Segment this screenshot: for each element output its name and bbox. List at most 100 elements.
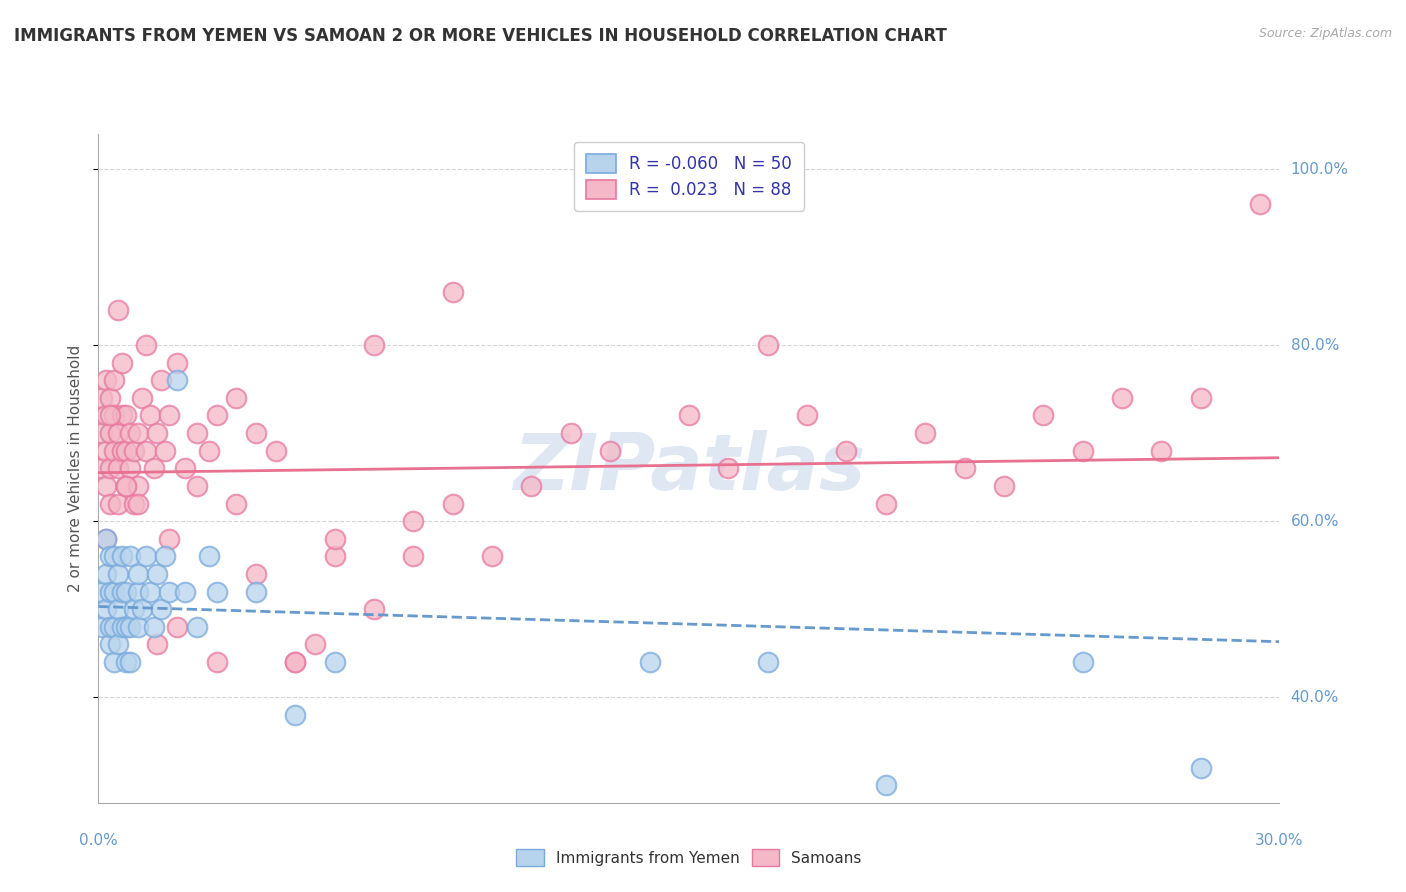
Point (835, 443, 858, 458)
Point (96, 566, 118, 581)
Point (103, 584, 125, 599)
Point (197, 443, 219, 458)
Point (138, 584, 160, 599)
Point (115, 620, 138, 634)
Point (166, 373, 188, 387)
Point (914, 426, 936, 441)
Point (1150, 443, 1173, 458)
Point (127, 566, 149, 581)
Point (225, 391, 247, 405)
Point (115, 479, 138, 493)
Point (157, 584, 180, 599)
Point (107, 602, 129, 616)
Point (1071, 443, 1094, 458)
Point (678, 409, 700, 423)
Point (150, 373, 173, 387)
Point (96, 443, 118, 458)
Point (115, 655, 138, 669)
Point (91, 426, 114, 441)
Point (135, 549, 157, 564)
Point (245, 566, 267, 581)
Text: 80.0%: 80.0% (1291, 337, 1339, 352)
Point (91, 461, 114, 475)
Point (157, 532, 180, 546)
Point (127, 426, 149, 441)
Point (481, 549, 503, 564)
Point (135, 338, 157, 352)
Point (638, 655, 661, 669)
Point (402, 514, 425, 528)
Point (103, 373, 125, 387)
Point (1032, 409, 1054, 423)
Point (146, 426, 169, 441)
Point (186, 479, 208, 493)
Text: 60.0%: 60.0% (1291, 514, 1339, 529)
Point (118, 655, 141, 669)
Point (107, 426, 129, 441)
Point (103, 409, 125, 423)
Point (98, 584, 121, 599)
Point (174, 461, 197, 475)
Text: IMMIGRANTS FROM YEMEN VS SAMOAN 2 OR MORE VEHICLES IN HOUSEHOLD CORRELATION CHAR: IMMIGRANTS FROM YEMEN VS SAMOAN 2 OR MOR… (14, 27, 946, 45)
Point (323, 549, 346, 564)
Point (127, 496, 149, 510)
Point (135, 443, 157, 458)
Point (127, 584, 149, 599)
Text: ZIPatlas: ZIPatlas (513, 430, 865, 507)
Point (953, 461, 976, 475)
Point (98, 620, 121, 634)
Point (599, 443, 621, 458)
Point (155, 443, 177, 458)
Point (111, 409, 134, 423)
Point (127, 620, 149, 634)
Point (103, 549, 125, 564)
Point (107, 566, 129, 581)
Point (98, 637, 121, 651)
Point (441, 285, 464, 300)
Point (756, 655, 779, 669)
Point (96, 409, 118, 423)
Point (118, 461, 141, 475)
Point (98, 426, 121, 441)
Text: 30.0%: 30.0% (1256, 833, 1303, 848)
Point (96, 532, 118, 546)
Point (717, 461, 740, 475)
Point (118, 549, 141, 564)
Point (155, 549, 177, 564)
Point (174, 584, 197, 599)
Point (96, 602, 118, 616)
Point (560, 426, 582, 441)
Point (111, 549, 134, 564)
Point (1189, 391, 1212, 405)
Point (131, 602, 153, 616)
Point (131, 391, 153, 405)
Point (142, 620, 165, 634)
Point (142, 461, 165, 475)
Point (205, 409, 228, 423)
Point (245, 584, 267, 599)
Point (402, 549, 425, 564)
Point (98, 461, 121, 475)
Point (103, 655, 125, 669)
Point (264, 443, 287, 458)
Point (96, 373, 118, 387)
Point (323, 532, 346, 546)
Point (107, 496, 129, 510)
Point (115, 409, 138, 423)
Point (186, 426, 208, 441)
Point (205, 584, 228, 599)
Point (115, 584, 138, 599)
Point (875, 778, 897, 792)
Point (111, 443, 134, 458)
Point (166, 620, 188, 634)
Point (138, 409, 160, 423)
Text: 0.0%: 0.0% (79, 833, 118, 848)
Point (98, 391, 121, 405)
Point (103, 620, 125, 634)
Point (146, 566, 169, 581)
Point (304, 637, 326, 651)
Point (284, 655, 307, 669)
Point (115, 479, 138, 493)
Point (127, 479, 149, 493)
Point (875, 496, 897, 510)
